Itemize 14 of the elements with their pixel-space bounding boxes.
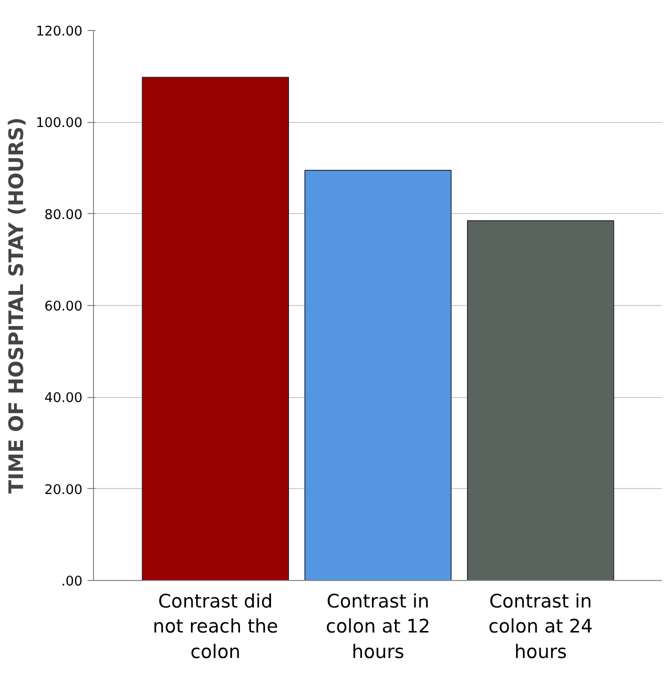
- y-axis-title: TIME OF HOSPITAL STAY (HOURS): [4, 117, 28, 494]
- y-tick-label: .00: [61, 574, 83, 590]
- y-tick-label: 60.00: [44, 300, 82, 314]
- y-tick-label: 120.00: [36, 24, 83, 40]
- y-tick-label: 100.00: [36, 116, 83, 132]
- x-tick-label: Contrast in colon at 24 hours: [488, 592, 593, 663]
- bar: [304, 170, 452, 580]
- y-tick-label: 40.00: [44, 391, 82, 406]
- x-tick-label: Contrast did not reach the colon: [152, 592, 278, 663]
- bar: [142, 76, 289, 580]
- y-tick-label: 80.00: [44, 208, 82, 223]
- bar: [467, 220, 614, 580]
- x-tick-label: Contrast in colon at 12 hours: [326, 592, 430, 663]
- y-tick-label: 20.00: [44, 482, 82, 498]
